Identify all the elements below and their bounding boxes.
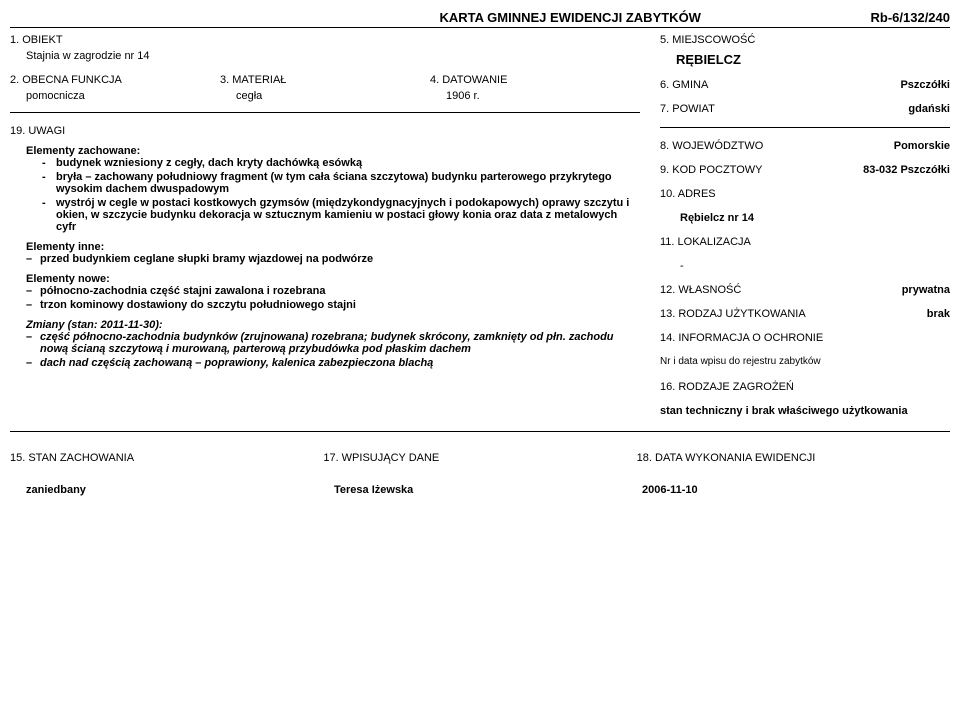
value-adres: Rębielcz nr 14 [660,212,950,224]
value-obiekt: Stajnia w zagrodzie nr 14 [10,50,640,62]
label-woj: 8. WOJEWÓDZTWO [660,140,884,152]
label-data-ewid: 18. DATA WYKONANIA EWIDENCJI [637,452,950,464]
list-item: część północno-zachodnia budynków (zrujn… [26,331,640,355]
value-data-ewid: 2006-11-10 [642,484,950,496]
zmiany-list: część północno-zachodnia budynków (zrujn… [26,331,640,369]
label-adres: 10. ADRES [660,188,950,200]
list-item: budynek wzniesiony z cegły, dach kryty d… [42,157,640,169]
value-miejscowosc: RĘBIELCZ [660,52,950,67]
label-material: 3. MATERIAŁ [220,74,430,86]
inne-list: przed budynkiem ceglane słupki bramy wja… [26,253,640,265]
zmiany-label: Zmiany (stan: 2011-11-30): [26,319,640,331]
value-stan: zaniedbany [10,484,334,496]
value-material: cegła [220,90,430,102]
card-title: KARTA GMINNEJ EWIDENCJI ZABYTKÓW [10,10,871,25]
label-uwagi: 19. UWAGI [10,125,640,137]
label-stan: 15. STAN ZACHOWANIA [10,452,323,464]
inne-label: Elementy inne: [26,241,640,253]
value-funkcja: pomocnicza [10,90,220,102]
value-wpisujacy: Teresa Iżewska [334,484,642,496]
value-datowanie: 1906 r. [430,90,640,102]
list-item: wystrój w cegle w postaci kostkowych gzy… [42,197,640,233]
value-lokal: - [660,260,950,272]
label-obiekt: 1. OBIEKT [10,34,160,46]
nowe-label: Elementy nowe: [26,273,640,285]
value-wlasnosc: prywatna [892,284,950,296]
label-kod: 9. KOD POCZTOWY [660,164,853,176]
list-item: północno-zachodnia część stajni zawalona… [26,285,640,297]
list-item: dach nad częścią zachowaną – poprawiony,… [26,357,640,369]
value-rodzaj-uzytk: brak [917,308,950,320]
record-code: Rb-6/132/240 [871,10,951,25]
list-item: bryła – zachowany południowy fragment (w… [42,171,640,195]
list-item: trzon kominowy dostawiony do szczytu poł… [26,299,640,311]
label-datowanie: 4. DATOWANIE [430,74,640,86]
label-zagrozen: 16. RODZAJE ZAGROŻEŃ [660,381,950,393]
value-zagrozen: stan techniczny i brak właściwego użytko… [660,405,950,417]
zachowane-label: Elementy zachowane: [26,145,640,157]
value-gmina: Pszczółki [890,79,950,91]
label-funkcja: 2. OBECNA FUNKCJA [10,74,220,86]
value-woj: Pomorskie [884,140,950,152]
label-lokal: 11. LOKALIZACJA [660,236,950,248]
label-gmina: 6. GMINA [660,79,890,91]
value-kod: 83-032 Pszczółki [853,164,950,176]
label-rodzaj-uzytk: 13. RODZAJ UŻYTKOWANIA [660,308,917,320]
nowe-list: północno-zachodnia część stajni zawalona… [26,285,640,311]
label-ochrona: 14. INFORMACJA O OCHRONIE [660,332,950,344]
label-wlasnosc: 12. WŁASNOŚĆ [660,284,892,296]
zachowane-list: budynek wzniesiony z cegły, dach kryty d… [26,157,640,233]
sub-ochrona: Nr i data wpisu do rejestru zabytków [660,356,950,367]
list-item: przed budynkiem ceglane słupki bramy wja… [26,253,640,265]
label-powiat: 7. POWIAT [660,103,898,115]
label-miejscowosc: 5. MIEJSCOWOŚĆ [660,34,950,46]
label-wpisujacy: 17. WPISUJĄCY DANE [323,452,636,464]
value-powiat: gdański [898,103,950,115]
